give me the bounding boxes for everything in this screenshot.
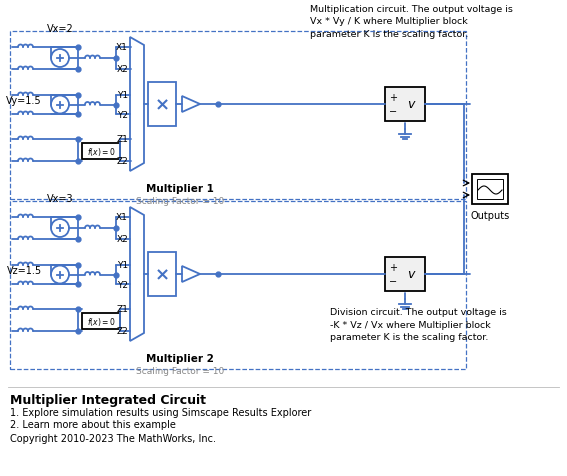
Bar [477,179,503,199]
Text: X2: X2 [116,235,128,244]
Text: Division circuit. The output voltage is
-K * Vz / Vx where Multiplier block
para: Division circuit. The output voltage is … [330,307,507,341]
Text: X2: X2 [116,65,128,74]
Bar [82,313,120,329]
Text: Vz=1.5: Vz=1.5 [7,266,42,276]
Text: $f(x) = 0$: $f(x) = 0$ [87,315,116,327]
Text: −: − [389,277,397,287]
Text: Y1: Y1 [117,261,128,270]
Bar [10,32,466,199]
Bar [385,258,425,291]
Text: Vy=1.5: Vy=1.5 [6,96,42,106]
Text: +: + [389,262,397,272]
Text: 1. Explore simulation results using Simscape Results Explorer: 1. Explore simulation results using Sims… [10,407,311,417]
Text: Vx=2: Vx=2 [46,24,73,34]
Bar [148,83,176,127]
Text: Multiplication circuit. The output voltage is
Vx * Vy / K where Multiplier block: Multiplication circuit. The output volta… [310,5,513,39]
Text: +: + [389,93,397,103]
Text: Copyright 2010-2023 The MathWorks, Inc.: Copyright 2010-2023 The MathWorks, Inc. [10,433,216,443]
Text: Z2: Z2 [116,327,128,336]
Bar [148,252,176,297]
Text: Z2: Z2 [116,157,128,166]
Text: Multiplier Integrated Circuit: Multiplier Integrated Circuit [10,393,206,406]
Text: X1: X1 [116,213,128,222]
Text: ×: × [154,266,170,283]
Text: 2. Learn more about this example: 2. Learn more about this example [10,419,176,429]
Text: Z1: Z1 [116,305,128,314]
Text: X1: X1 [116,43,128,52]
Bar [472,175,508,205]
Text: Vx=3: Vx=3 [46,194,73,204]
Text: Scaling Factor = 10: Scaling Factor = 10 [136,197,224,206]
Text: −: − [389,107,397,117]
Bar [82,144,120,159]
Text: Multiplier 2: Multiplier 2 [146,353,214,363]
Bar [10,201,466,369]
Text: Multiplier 1: Multiplier 1 [146,184,214,194]
Text: Y2: Y2 [117,280,128,289]
Text: v: v [407,268,414,281]
Text: ×: × [154,96,170,114]
Text: Outputs: Outputs [471,210,510,220]
Text: v: v [407,98,414,111]
Text: Z1: Z1 [116,135,128,144]
Text: Y1: Y1 [117,91,128,100]
Text: $f(x) = 0$: $f(x) = 0$ [87,146,116,158]
Text: Scaling Factor = 10: Scaling Factor = 10 [136,366,224,375]
Text: Y2: Y2 [117,110,128,119]
Bar [385,88,425,122]
